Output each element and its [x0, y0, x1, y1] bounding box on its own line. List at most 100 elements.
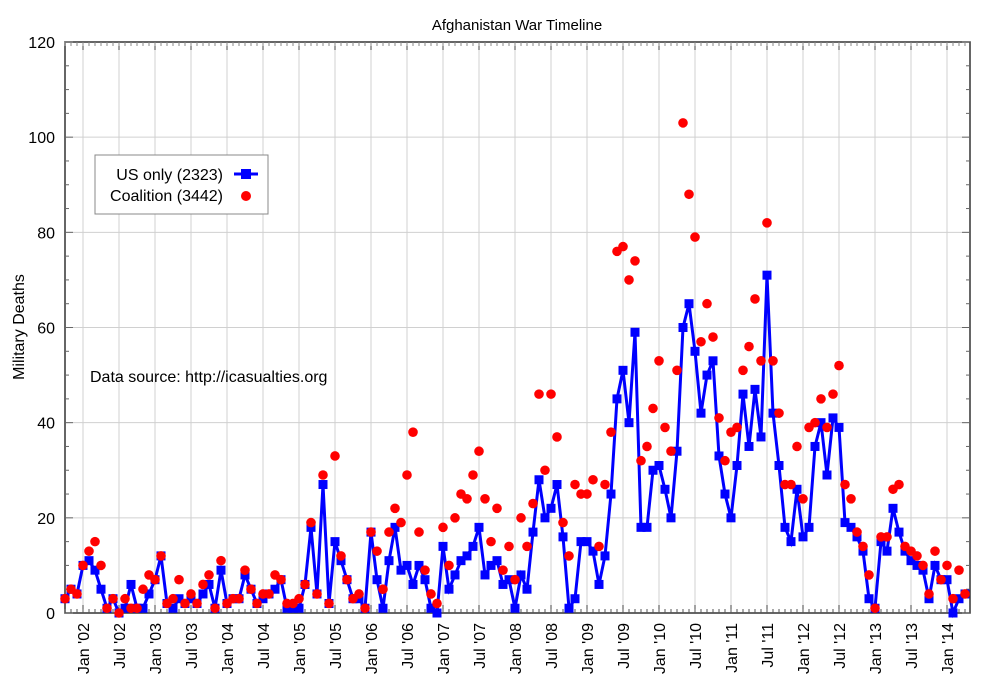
- x-tick-label: Jul '08: [544, 623, 561, 669]
- coalition-data-point: [156, 551, 166, 561]
- x-tick-label: Jan '08: [508, 623, 525, 674]
- coalition-data-point: [318, 470, 328, 480]
- us-data-point: [822, 470, 832, 480]
- coalition-data-point: [450, 513, 460, 523]
- us-data-point: [756, 432, 766, 442]
- coalition-data-point: [60, 593, 70, 604]
- coalition-data-point: [72, 589, 82, 599]
- coalition-data-point: [660, 422, 670, 433]
- coalition-data-point: [774, 408, 784, 418]
- coalition-data-point: [858, 541, 868, 552]
- us-data-point: [204, 579, 214, 589]
- coalition-data-point: [786, 479, 796, 490]
- coalition-data-point: [108, 593, 118, 604]
- coalition-data-point: [570, 479, 580, 490]
- coalition-data-point: [708, 332, 718, 342]
- coalition-data-point: [864, 570, 874, 580]
- coalition-data-point: [414, 527, 424, 537]
- us-data-point: [708, 356, 718, 366]
- coalition-data-point: [420, 565, 430, 575]
- us-data-point: [540, 513, 550, 523]
- us-data-point: [828, 413, 838, 423]
- us-data-point: [432, 608, 442, 618]
- us-data-point: [438, 541, 448, 551]
- coalition-data-point: [762, 218, 772, 228]
- coalition-data-point: [666, 446, 676, 457]
- us-data-point: [888, 503, 898, 513]
- us-data-point: [696, 408, 706, 418]
- us-data-point: [564, 603, 574, 613]
- coalition-data-point: [840, 479, 850, 490]
- coalition-data-point: [600, 479, 610, 490]
- us-data-point: [552, 480, 562, 490]
- coalition-data-point: [180, 598, 190, 609]
- coalition-data-point: [264, 589, 274, 599]
- coalition-data-point: [924, 589, 934, 599]
- coalition-data-point: [324, 598, 334, 609]
- coalition-data-point: [102, 603, 112, 614]
- us-data-point: [426, 603, 436, 613]
- coalition-data-point: [792, 441, 802, 452]
- us-data-point: [732, 460, 742, 470]
- coalition-data-point: [234, 593, 244, 604]
- coalition-data-point: [408, 427, 418, 437]
- coalition-data-point: [168, 593, 178, 604]
- us-data-point: [576, 537, 586, 547]
- coalition-data-point: [498, 565, 508, 575]
- coalition-data-point: [186, 589, 196, 599]
- coalition-data-point: [552, 432, 562, 442]
- coalition-data-point: [480, 494, 490, 504]
- us-data-point: [954, 594, 964, 604]
- coalition-data-point: [546, 389, 556, 399]
- coalition-data-point: [246, 584, 256, 595]
- us-data-point: [582, 537, 592, 547]
- us-data-point: [468, 541, 478, 551]
- coalition-data-point: [138, 584, 148, 595]
- y-tick-label: 20: [37, 511, 55, 528]
- coalition-data-point: [564, 551, 574, 561]
- x-tick-label: Jan '05: [292, 623, 309, 674]
- us-data-point: [618, 365, 628, 375]
- us-data-point: [948, 608, 958, 618]
- coalition-data-point: [492, 503, 502, 514]
- x-tick-label: Jul '13: [904, 623, 921, 669]
- x-tick-label: Jul '04: [256, 623, 273, 669]
- coalition-data-point: [960, 589, 970, 599]
- coalition-data-point: [618, 241, 628, 252]
- us-data-point: [642, 522, 652, 532]
- coalition-data-point: [276, 574, 286, 585]
- coalition-data-point: [918, 560, 928, 571]
- coalition-data-point: [768, 356, 778, 366]
- x-tick-label: Jul '05: [328, 623, 345, 669]
- us-data-point: [906, 556, 916, 566]
- legend-swatch-coalition-marker: [241, 191, 251, 201]
- us-data-point: [174, 594, 184, 604]
- us-data-point: [474, 522, 484, 532]
- us-data-point: [750, 384, 760, 394]
- us-data-point: [882, 546, 892, 556]
- coalition-data-point: [78, 560, 88, 571]
- us-data-point: [120, 603, 130, 613]
- us-data-point: [270, 584, 280, 594]
- us-data-point: [528, 527, 538, 537]
- x-tick-label: Jul '06: [400, 623, 417, 669]
- us-data-point: [486, 560, 496, 570]
- x-tick-label: Jul '07: [472, 623, 489, 669]
- us-data-point: [846, 522, 856, 532]
- coalition-data-point: [510, 574, 520, 585]
- coalition-data-point: [252, 598, 262, 609]
- coalition-data-point: [690, 232, 700, 242]
- series: [60, 118, 970, 619]
- legend-box: [94, 154, 269, 215]
- coalition-data-point: [516, 513, 526, 523]
- us-data-point: [600, 551, 610, 561]
- coalition-data-point: [426, 589, 436, 599]
- coalition-data-point: [846, 494, 856, 504]
- us-data-point: [378, 603, 388, 613]
- coalition-data-point: [390, 503, 400, 514]
- coalition-data-point: [702, 298, 712, 309]
- us-data-point: [588, 546, 598, 556]
- y-tick-label: 100: [28, 130, 55, 147]
- coalition-data-point: [432, 598, 442, 609]
